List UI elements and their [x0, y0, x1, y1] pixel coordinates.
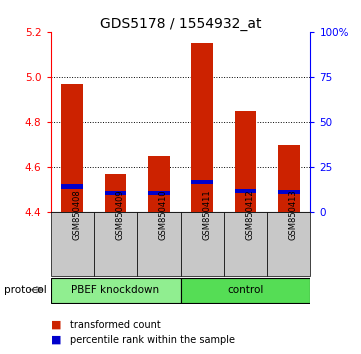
Text: protocol: protocol	[4, 285, 46, 295]
Bar	[235, 189, 256, 193]
Bar	[51, 212, 94, 276]
Bar	[105, 174, 126, 212]
Bar	[94, 212, 137, 276]
Title: GDS5178 / 1554932_at: GDS5178 / 1554932_at	[100, 17, 261, 31]
Text: GSM850413: GSM850413	[289, 189, 298, 240]
Bar	[278, 145, 300, 212]
Text: GSM850412: GSM850412	[245, 189, 255, 240]
Bar	[61, 84, 83, 212]
Bar	[51, 278, 180, 303]
Text: ■: ■	[51, 335, 61, 345]
Text: GSM850409: GSM850409	[116, 189, 125, 240]
Bar	[224, 212, 267, 276]
Bar	[61, 184, 83, 189]
Text: percentile rank within the sample: percentile rank within the sample	[70, 335, 235, 345]
Bar	[148, 156, 170, 212]
Bar	[137, 212, 180, 276]
Text: PBEF knockdown: PBEF knockdown	[71, 285, 160, 295]
Bar	[191, 43, 213, 212]
Text: GSM850408: GSM850408	[72, 189, 81, 240]
Text: transformed count: transformed count	[70, 320, 161, 330]
Bar	[148, 191, 170, 195]
Bar	[180, 212, 224, 276]
Bar	[267, 212, 310, 276]
Text: ■: ■	[51, 320, 61, 330]
Bar	[105, 191, 126, 195]
Bar	[180, 278, 310, 303]
Bar	[235, 111, 256, 212]
Text: GSM850410: GSM850410	[159, 189, 168, 240]
Text: control: control	[227, 285, 264, 295]
Bar	[278, 190, 300, 194]
Text: GSM850411: GSM850411	[202, 189, 211, 240]
Bar	[191, 180, 213, 184]
